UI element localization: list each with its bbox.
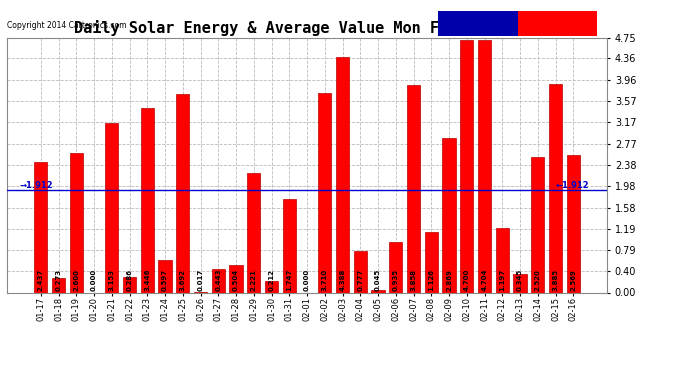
Text: 4.704: 4.704 [482, 269, 488, 291]
Bar [141, 108, 154, 292]
Text: 1.197: 1.197 [500, 269, 505, 291]
Text: 0.045: 0.045 [375, 269, 381, 291]
Bar [176, 94, 190, 292]
Bar [247, 173, 260, 292]
Bar [478, 40, 491, 292]
Bar [495, 228, 509, 292]
Text: 3.885: 3.885 [553, 269, 558, 291]
Text: 4.388: 4.388 [339, 269, 346, 291]
Text: 4.700: 4.700 [464, 269, 470, 291]
Bar [389, 242, 402, 292]
Text: Average  ($): Average ($) [448, 19, 507, 28]
Bar [371, 290, 385, 292]
Bar [354, 251, 367, 292]
Bar [566, 154, 580, 292]
Bar [212, 269, 225, 292]
Text: 3.153: 3.153 [109, 269, 115, 291]
Text: 0.212: 0.212 [268, 269, 275, 291]
Text: 2.520: 2.520 [535, 270, 541, 291]
Text: 0.000: 0.000 [91, 269, 97, 291]
Text: 2.569: 2.569 [570, 270, 576, 291]
Text: 3.858: 3.858 [411, 269, 417, 291]
Bar [513, 274, 526, 292]
Text: 0.000: 0.000 [304, 269, 310, 291]
Bar [123, 277, 136, 292]
Bar [549, 84, 562, 292]
Text: 2.221: 2.221 [250, 270, 257, 291]
Text: 0.504: 0.504 [233, 269, 239, 291]
Bar [52, 278, 66, 292]
Bar [159, 261, 172, 292]
Text: ←1.912: ←1.912 [555, 181, 589, 190]
Text: 3.446: 3.446 [144, 269, 150, 291]
Bar [318, 93, 331, 292]
Text: 1.747: 1.747 [286, 269, 293, 291]
Title: Daily Solar Energy & Average Value Mon Feb 17 07:08: Daily Solar Energy & Average Value Mon F… [75, 20, 540, 36]
Bar [407, 86, 420, 292]
Text: 0.273: 0.273 [56, 269, 61, 291]
Bar [336, 57, 349, 292]
Text: →1.912: →1.912 [19, 181, 53, 190]
Bar [105, 123, 119, 292]
Bar [70, 153, 83, 292]
Text: 2.600: 2.600 [73, 269, 79, 291]
Text: 0.286: 0.286 [126, 269, 132, 291]
Text: 0.597: 0.597 [162, 269, 168, 291]
Text: 0.935: 0.935 [393, 269, 399, 291]
Bar [229, 266, 243, 292]
Text: 2.869: 2.869 [446, 269, 452, 291]
Text: 1.126: 1.126 [428, 269, 434, 291]
Text: 2.437: 2.437 [38, 269, 44, 291]
Bar [442, 138, 455, 292]
Bar [34, 162, 48, 292]
Bar [460, 40, 473, 292]
Bar [265, 281, 278, 292]
Text: 0.017: 0.017 [197, 269, 204, 291]
Text: 0.345: 0.345 [517, 269, 523, 291]
Text: Copyright 2014 Cartronics.com: Copyright 2014 Cartronics.com [7, 21, 126, 30]
Bar [283, 199, 296, 292]
Text: 0.443: 0.443 [215, 269, 221, 291]
Text: 0.777: 0.777 [357, 269, 364, 291]
Text: Daily   ($): Daily ($) [534, 19, 580, 28]
Bar [424, 232, 438, 292]
Text: 3.710: 3.710 [322, 269, 328, 291]
Text: 3.692: 3.692 [180, 269, 186, 291]
Bar [531, 157, 544, 292]
